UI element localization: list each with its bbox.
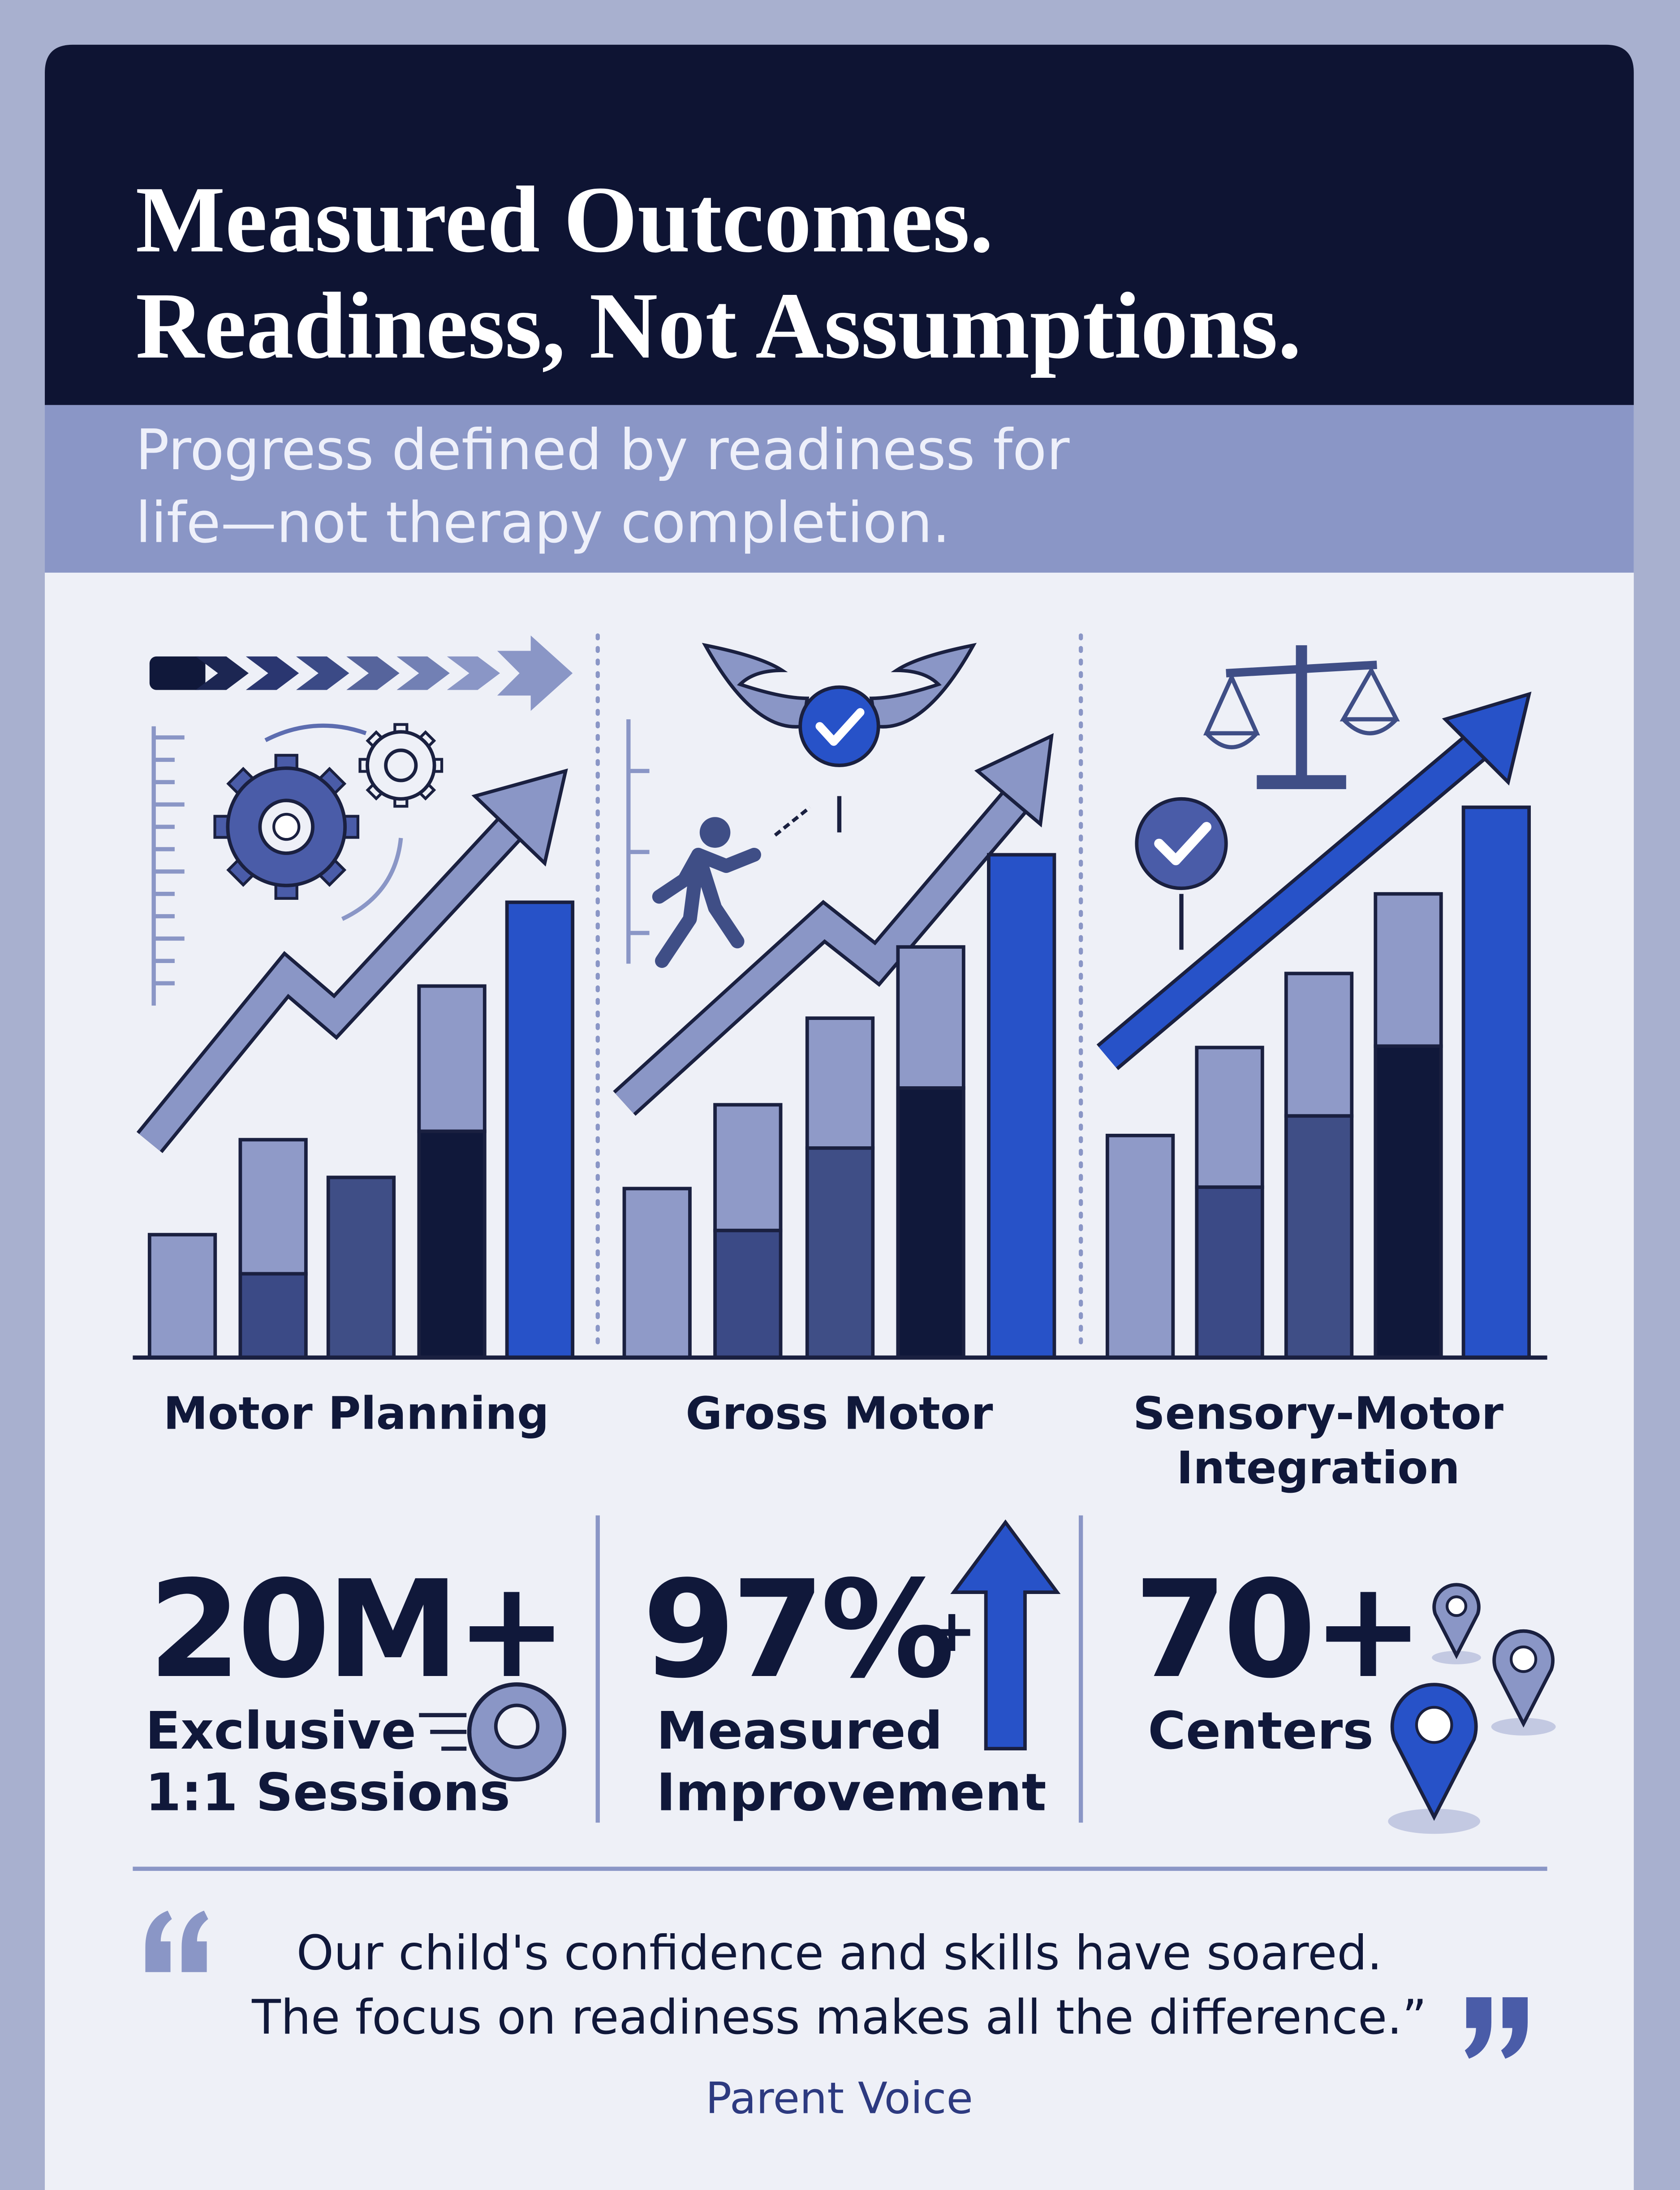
- bar-segment: [238, 1138, 308, 1276]
- bar-segment: [326, 1175, 396, 1360]
- bar-segment: [1195, 1045, 1264, 1189]
- bar-segment: [505, 900, 575, 1360]
- check: [1154, 822, 1212, 865]
- stat-label: Measured: [656, 1701, 943, 1761]
- trend-arrowhead: [1442, 691, 1532, 786]
- bar-segment: [896, 945, 965, 1090]
- progress-chevron: [346, 656, 400, 690]
- bar-segment: [1284, 972, 1354, 1118]
- trend-arrow: [139, 815, 524, 1151]
- quote-mark: [1501, 1997, 1528, 2059]
- subtitle-line: life—not therapy completion.: [136, 490, 950, 555]
- stat-label: Exclusive: [145, 1701, 416, 1761]
- badge: [1135, 797, 1228, 890]
- location-pin: [1390, 1683, 1478, 1821]
- bar-segment: [1374, 892, 1443, 1048]
- progress-chevron: [296, 656, 349, 690]
- gear-core: [272, 812, 301, 841]
- progress-head: [497, 635, 573, 711]
- stat-suffix: +: [927, 1596, 977, 1665]
- quote-mark: [1465, 1997, 1491, 2059]
- location-pin: [1432, 1583, 1481, 1659]
- pin-hole: [1415, 1706, 1453, 1744]
- check: [815, 708, 865, 746]
- bar-segment: [1105, 1133, 1175, 1360]
- stat-label: Improvement: [656, 1762, 1047, 1823]
- title-line: Readiness, Not Assumptions.: [136, 273, 1301, 378]
- trend-arrowhead: [974, 733, 1054, 828]
- bar-segment: [238, 1272, 308, 1360]
- badge: [798, 685, 880, 767]
- scale-beam: [1226, 661, 1377, 678]
- quote-line: Our child's confidence and skills have s…: [297, 1926, 1383, 1981]
- bar-segment: [417, 984, 487, 1133]
- bar-segment: [713, 1103, 783, 1232]
- scale-base: [1257, 775, 1346, 789]
- motion-arrow: [774, 806, 811, 837]
- wing: [869, 643, 977, 729]
- stat-label: Centers: [1148, 1701, 1374, 1761]
- bar-segment: [805, 1016, 875, 1150]
- bar-segment: [805, 1146, 875, 1360]
- trend-arrow: [615, 787, 1030, 1114]
- bar-segment: [987, 853, 1056, 1360]
- title-line: Measured Outcomes.: [136, 167, 994, 272]
- stat-value: 70+: [1134, 1551, 1420, 1708]
- quote-attribution: Parent Voice: [706, 2073, 973, 2124]
- scale-pan: [1340, 666, 1400, 735]
- quote-line: The focus on readiness makes all the dif…: [251, 1990, 1427, 2045]
- bar-segment: [713, 1228, 783, 1360]
- pin-hole: [1445, 1595, 1468, 1617]
- quote-mark: [145, 1910, 172, 1972]
- bar-segment: [1195, 1185, 1264, 1360]
- bar-segment: [1461, 805, 1531, 1360]
- runner-legs: [655, 847, 745, 968]
- stat-value: 20M+: [148, 1551, 564, 1708]
- bar-segment: [417, 1129, 487, 1360]
- pin-hole: [1510, 1646, 1538, 1673]
- scale-pan: [1203, 672, 1260, 749]
- pin-shadow: [1388, 1809, 1481, 1834]
- progress-bar: [149, 656, 206, 690]
- bar-segment: [622, 1187, 692, 1360]
- small-gear-hub: [384, 748, 418, 782]
- bar-segment: [147, 1233, 217, 1360]
- progress-chevron: [447, 656, 500, 690]
- subtitle-line: Progress defined by readiness for: [136, 418, 1070, 483]
- session-head: [494, 1703, 540, 1749]
- trend-arrow: [1098, 733, 1489, 1067]
- trend-arrowhead: [471, 768, 568, 867]
- panel-label: Integration: [1176, 1442, 1460, 1494]
- cycle-arrow: [341, 838, 403, 921]
- header-band: [45, 44, 1634, 405]
- quote-mark: [181, 1910, 208, 1972]
- stat-value: 97%: [642, 1551, 952, 1708]
- panel-label: Sensory-Motor: [1133, 1387, 1503, 1439]
- subtitle-band: [45, 405, 1634, 573]
- bar-segment: [896, 1086, 965, 1360]
- stat-label: 1:1 Sessions: [145, 1762, 510, 1823]
- progress-chevron: [396, 656, 450, 690]
- runner-head: [699, 817, 731, 848]
- panel-label: Gross Motor: [685, 1387, 993, 1439]
- cycle-arrow: [264, 723, 367, 743]
- progress-chevron: [195, 656, 249, 690]
- progress-chevron: [246, 656, 299, 690]
- growth-arrow: [950, 1519, 1061, 1751]
- location-pin: [1492, 1629, 1555, 1728]
- panel-label: Motor Planning: [164, 1387, 549, 1439]
- bar-segment: [1374, 1044, 1443, 1360]
- bar-segment: [1284, 1114, 1354, 1360]
- wing: [702, 643, 810, 729]
